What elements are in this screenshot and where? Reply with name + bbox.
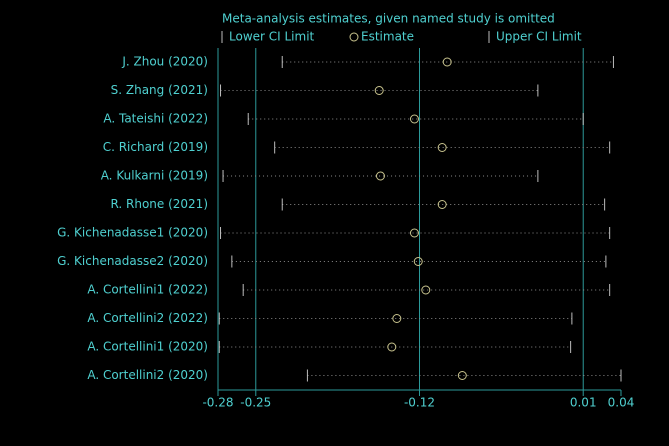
y-tick-label: R. Rhone (2021) xyxy=(110,197,208,211)
estimate xyxy=(437,200,447,209)
y-tick-label: A. Cortellini2 (2020) xyxy=(87,368,208,382)
y-tick-label: G. Kichenadasse2 (2020) xyxy=(57,254,208,268)
y-tick-label: A. Tateishi (2022) xyxy=(103,112,208,126)
x-tick-label: -0.25 xyxy=(240,396,271,410)
y-tick-label: C. Richard (2019) xyxy=(103,140,208,154)
x-tick-label: 0.04 xyxy=(608,396,635,410)
estimate xyxy=(375,171,385,181)
legend-label: Upper CI Limit xyxy=(496,30,582,44)
estimate xyxy=(392,314,402,323)
y-tick-label: S. Zhang (2021) xyxy=(111,83,208,97)
estimate xyxy=(409,114,419,124)
legend-label: Lower CI Limit xyxy=(229,30,315,44)
estimate xyxy=(387,342,397,352)
estimate xyxy=(421,285,431,295)
estimate xyxy=(457,371,467,380)
estimate xyxy=(413,257,423,266)
y-tick-label: G. Kichenadasse1 (2020) xyxy=(57,226,208,240)
legend-label: Estimate xyxy=(361,30,414,44)
y-tick-label: A. Kulkarni (2019) xyxy=(101,169,208,183)
y-tick-label: A. Cortellini1 (2022) xyxy=(87,283,208,297)
x-tick-label: 0.01 xyxy=(570,396,597,410)
estimate xyxy=(409,228,419,238)
legend-symbol xyxy=(349,32,359,42)
x-tick-label: -0.28 xyxy=(202,396,233,410)
estimate xyxy=(437,143,447,152)
estimate xyxy=(442,57,452,67)
estimate xyxy=(374,86,384,95)
y-tick-label: J. Zhou (2020) xyxy=(121,55,208,69)
y-tick-label: A. Cortellini2 (2022) xyxy=(87,311,208,325)
chart-title: Meta-analysis estimates, given named stu… xyxy=(222,12,555,26)
x-tick-label: -0.12 xyxy=(404,396,435,410)
y-tick-label: A. Cortellini1 (2020) xyxy=(87,340,208,354)
